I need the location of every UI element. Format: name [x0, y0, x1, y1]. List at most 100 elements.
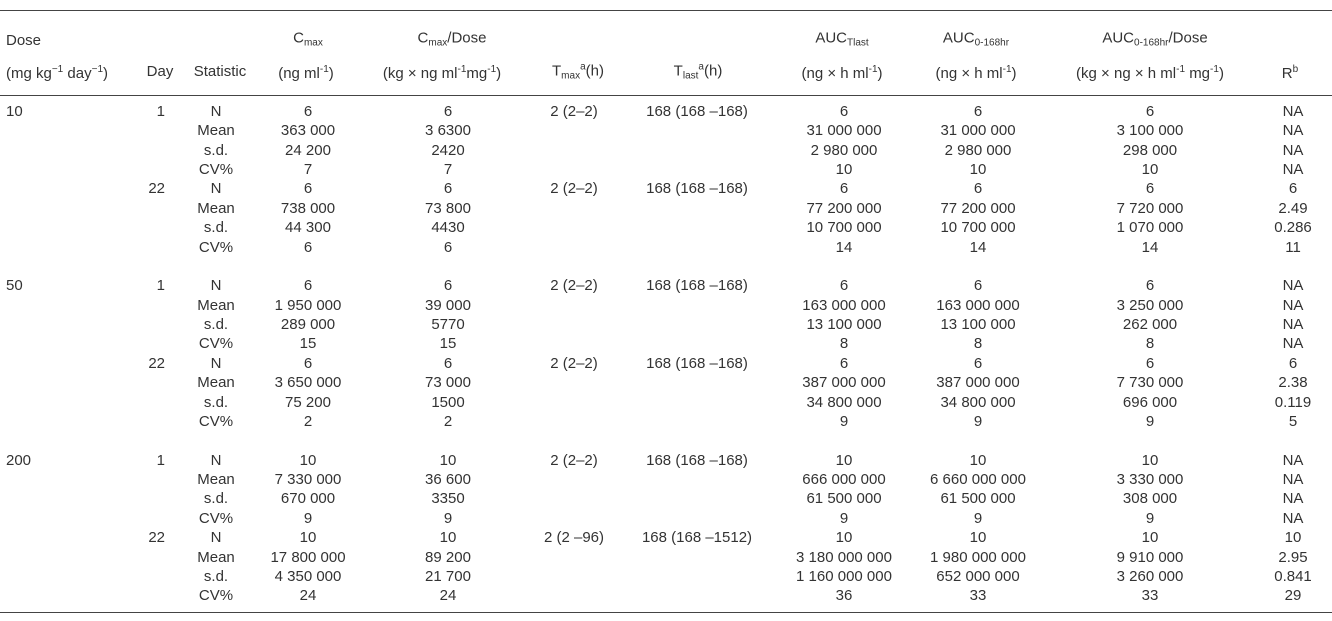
auc-tlast-cell: 3 180 000 000	[796, 548, 892, 566]
cmax-dose-cell: 89 200	[425, 548, 471, 566]
auc-0-168-cell: 6	[973, 354, 983, 372]
statistic-cell: s.d.	[203, 219, 229, 237]
auc-0-168-cell: 387 000 000	[936, 374, 1020, 392]
header-text: )	[103, 65, 109, 82]
auc-tlast-cell: 77 200 000	[806, 199, 882, 217]
r-ratio-cell: NA	[1282, 490, 1304, 508]
header-cell: Statistic	[194, 63, 247, 81]
auc-tlast-cell: 6	[839, 277, 849, 295]
tlast-cell: 168 (168 –168)	[646, 103, 748, 120]
auc-0-168-dose-cell: 10	[1141, 451, 1159, 469]
tlast-cell: 168 (168 –168)	[646, 354, 748, 372]
header-text: )	[1011, 65, 1017, 82]
auc-0-168-cell: 652 000 000	[936, 567, 1020, 585]
header-cell: Rb	[1282, 61, 1298, 83]
tmax-cell: 2 (2–2)	[550, 277, 598, 295]
auc-0-168-cell: 10 700 000	[940, 219, 1016, 237]
cmax-dose-cell: 1500	[431, 393, 465, 411]
header-cell: (kg × ng × h ml-1 mg-1)	[1076, 61, 1224, 83]
header-text: (h)	[703, 62, 723, 80]
cmax-cell: 4 350 000	[274, 567, 342, 585]
auc-0-168-dose-cell: 3 330 000	[1116, 471, 1184, 489]
header-sup: -1	[457, 64, 467, 75]
auc-0-168-cell: 6	[973, 180, 983, 198]
cmax-dose-cell: 4430	[431, 219, 465, 237]
header-cell: Day	[147, 63, 174, 81]
header-sup: -1	[1002, 64, 1012, 75]
cmax-cell: 1 950 000	[274, 296, 342, 314]
cmax-cell: 10	[299, 451, 317, 469]
r-ratio-cell: 0.119	[1274, 393, 1312, 411]
cmax-cell: 670 000	[280, 490, 336, 508]
cmax-dose-cell: 21 700	[425, 567, 471, 585]
cmax-cell: 363 000	[280, 122, 336, 140]
auc-tlast-cell: 2 980 000	[810, 141, 878, 159]
header-text: (ng × h ml	[935, 65, 1003, 82]
header-text: /Dose	[447, 29, 487, 47]
auc-0-168-dose-cell: 7 720 000	[1116, 199, 1184, 217]
cmax-cell: 44 300	[285, 219, 331, 237]
statistic-cell: CV%	[198, 509, 234, 527]
auc-tlast-cell: 10	[835, 161, 853, 179]
auc-tlast-cell: 666 000 000	[802, 471, 886, 489]
auc-tlast-cell: 6	[839, 180, 849, 198]
tlast-cell: 168 (168 –168)	[646, 451, 748, 469]
r-ratio-cell: NA	[1282, 122, 1304, 140]
header-cell: (mg kg−1 day−1)	[6, 61, 108, 83]
tlast-cell: 168 (168 –168)	[646, 180, 748, 198]
statistic-cell: s.d.	[203, 490, 229, 508]
auc-0-168-dose-cell: 7 730 000	[1116, 374, 1184, 392]
r-ratio-cell: 2.95	[1278, 548, 1308, 566]
auc-0-168-cell: 13 100 000	[940, 316, 1016, 334]
header-sup: a	[698, 61, 704, 73]
dose-cell: 200	[6, 451, 32, 469]
cmax-dose-cell: 2	[443, 412, 453, 430]
cmax-dose-cell: 7	[443, 161, 453, 179]
header-cell: (ng ml-1)	[278, 61, 334, 83]
auc-0-168-cell: 6	[973, 277, 983, 295]
auc-tlast-cell: 9	[839, 412, 849, 430]
auc-0-168-cell: 8	[973, 335, 983, 353]
header-text: C	[417, 29, 429, 47]
header-text: Dose	[6, 32, 42, 49]
dose-cell: 50	[6, 277, 23, 295]
header-text: R	[1281, 65, 1293, 82]
cmax-dose-cell: 6	[443, 277, 453, 295]
header-sup: −1	[91, 64, 104, 75]
cmax-cell: 3 650 000	[274, 374, 342, 392]
auc-tlast-cell: 34 800 000	[806, 393, 882, 411]
statistic-cell: s.d.	[203, 141, 229, 159]
cmax-dose-cell: 73 000	[425, 374, 471, 392]
header-text: AUC	[942, 29, 975, 47]
bottom-rule	[0, 612, 1332, 613]
cmax-cell: 6	[303, 103, 313, 120]
auc-0-168-dose-cell: 1 070 000	[1116, 219, 1184, 237]
header-text: Statistic	[193, 63, 247, 80]
header-sup: -1	[319, 64, 329, 75]
statistic-cell: N	[210, 529, 222, 547]
header-text: (ng × h ml	[801, 65, 869, 82]
r-ratio-cell: NA	[1282, 451, 1304, 469]
auc-tlast-cell: 387 000 000	[802, 374, 886, 392]
auc-0-168-cell: 6	[973, 103, 983, 120]
statistic-cell: Mean	[197, 471, 235, 489]
r-ratio-cell: 2.49	[1278, 199, 1308, 217]
cmax-dose-cell: 3 6300	[425, 122, 471, 140]
auc-tlast-cell: 36	[835, 587, 853, 605]
header-text: T	[673, 62, 683, 80]
auc-0-168-dose-cell: 6	[1145, 103, 1155, 120]
cmax-cell: 10	[299, 529, 317, 547]
statistic-cell: N	[210, 103, 222, 120]
r-ratio-cell: NA	[1282, 103, 1304, 120]
header-sub: Tlast	[847, 37, 869, 49]
auc-tlast-cell: 6	[839, 103, 849, 120]
header-sup: -1	[487, 64, 497, 75]
cmax-cell: 75 200	[285, 393, 331, 411]
header-text: (ng ml	[278, 65, 320, 82]
auc-0-168-dose-cell: 696 000	[1122, 393, 1178, 411]
statistic-cell: N	[210, 277, 222, 295]
header-text: )	[328, 65, 334, 82]
tmax-cell: 2 (2 –96)	[543, 529, 605, 547]
statistic-cell: Mean	[197, 199, 235, 217]
